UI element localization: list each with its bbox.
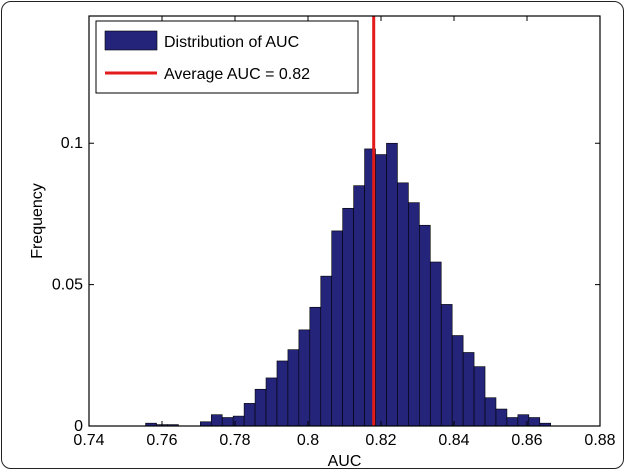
legend-label-average: Average AUC = 0.82 xyxy=(164,66,310,83)
histogram-bar xyxy=(473,366,486,427)
histogram-bar xyxy=(484,397,497,427)
histogram-bar xyxy=(342,207,354,427)
x-tick-label: 0.86 xyxy=(511,432,542,449)
histogram-bar xyxy=(353,185,365,427)
histogram-bar xyxy=(243,403,256,427)
histogram-bar xyxy=(298,329,311,427)
legend-swatch-distribution xyxy=(104,30,158,51)
histogram-bar xyxy=(276,360,289,427)
histogram-bar xyxy=(210,414,223,427)
histogram-bar xyxy=(309,306,322,427)
histogram-bar xyxy=(495,408,508,427)
x-tick-label: 0.74 xyxy=(73,432,104,449)
histogram-bar xyxy=(287,349,300,427)
x-tick-label: 0.82 xyxy=(365,432,396,449)
histogram-bar xyxy=(506,417,519,427)
histogram-bar xyxy=(254,388,267,427)
histogram-bar xyxy=(386,142,398,427)
histogram-bar xyxy=(375,154,387,427)
y-axis-label: Frequency xyxy=(29,183,46,259)
histogram-bar xyxy=(528,417,541,427)
x-tick-label: 0.88 xyxy=(584,432,615,449)
legend-label-distribution: Distribution of AUC xyxy=(164,34,299,51)
histogram-bar xyxy=(462,352,475,427)
plot-area: 0.74 0.76 0.78 0.8 0.82 0.84 0.86 0.88 0 0.05 0.1 A… xyxy=(29,15,616,470)
histogram-bar xyxy=(265,377,278,427)
axes-box xyxy=(88,15,601,427)
histogram-bar xyxy=(200,421,212,427)
x-tick-label: 0.76 xyxy=(146,432,177,449)
histogram-bar xyxy=(320,275,333,427)
histogram-bar xyxy=(221,417,234,427)
histogram-bar xyxy=(408,202,420,427)
histogram-bar xyxy=(451,335,464,427)
x-axis-label: AUC xyxy=(328,453,362,470)
histogram-bar xyxy=(419,224,431,427)
histogram-bar xyxy=(429,261,442,427)
x-tick-label: 0.84 xyxy=(438,432,469,449)
y-tick-label: 0.1 xyxy=(61,135,83,152)
y-tick-label: 0.05 xyxy=(52,277,83,294)
histogram-bar xyxy=(397,182,409,427)
x-tick-label: 0.8 xyxy=(297,432,319,449)
histogram-bar xyxy=(331,230,343,427)
y-tick-label: 0 xyxy=(74,418,83,435)
x-tick-label: 0.78 xyxy=(219,432,250,449)
histogram-bar xyxy=(440,304,453,427)
